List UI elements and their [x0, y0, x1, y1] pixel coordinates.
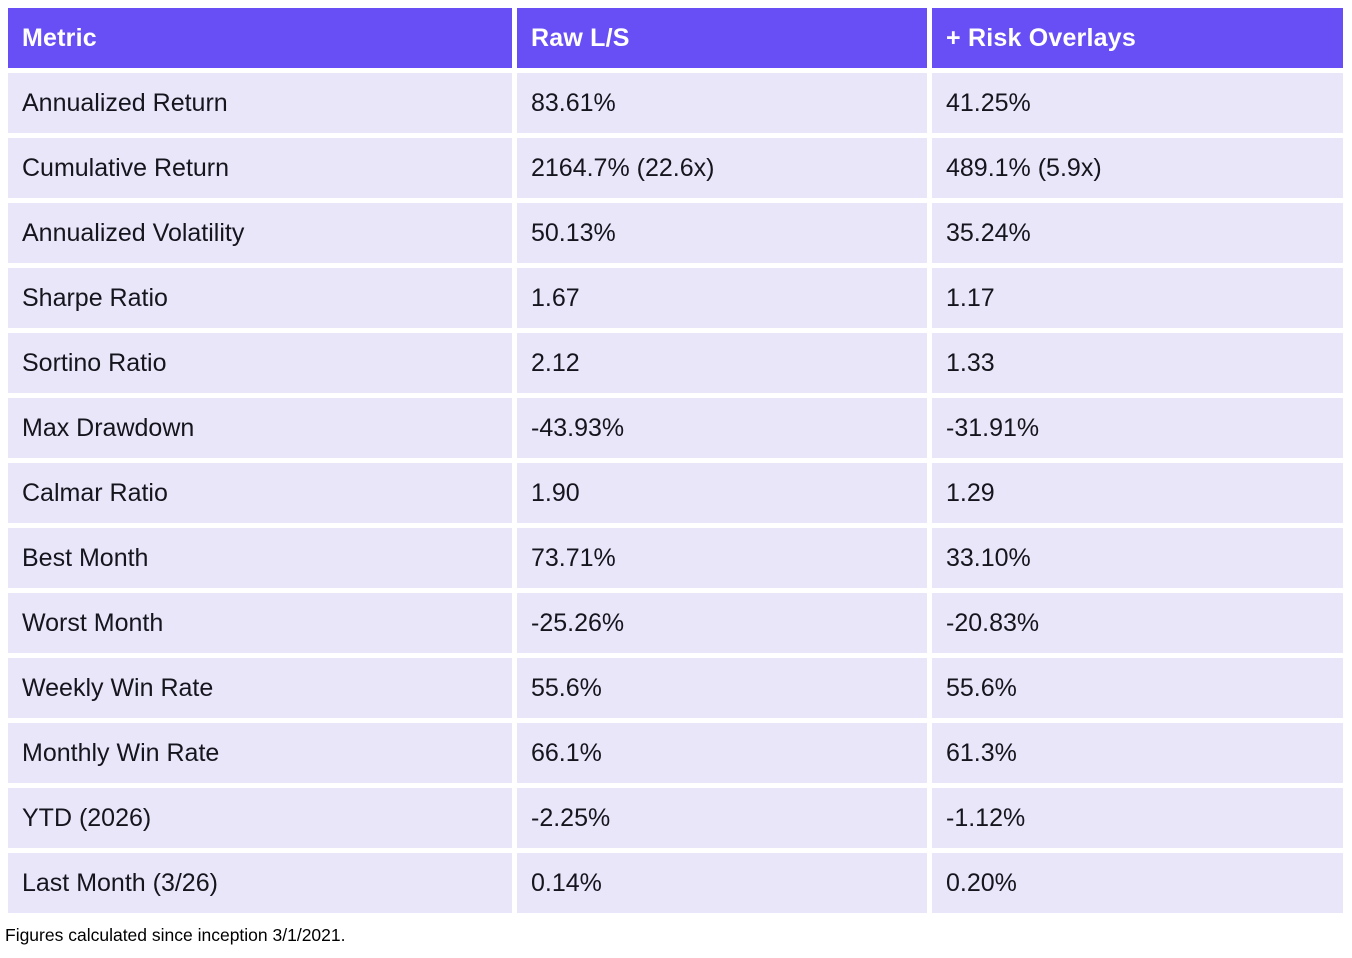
risk-overlays-cell: 35.24% [932, 203, 1343, 263]
footnote: Figures calculated since inception 3/1/2… [5, 925, 346, 945]
metric-cell: Worst Month [8, 593, 512, 653]
raw-ls-cell: 0.14% [517, 853, 927, 913]
raw-ls-cell: 2.12 [517, 333, 927, 393]
risk-overlays-cell: 41.25% [932, 73, 1343, 133]
col-header-metric: Metric [8, 8, 512, 68]
raw-ls-cell: 73.71% [517, 528, 927, 588]
raw-ls-cell: -2.25% [517, 788, 927, 848]
risk-overlays-cell: 55.6% [932, 658, 1343, 718]
risk-overlays-cell: 1.29 [932, 463, 1343, 523]
raw-ls-cell: -25.26% [517, 593, 927, 653]
table-row: Annualized Return 83.61% 41.25% [8, 73, 1343, 133]
risk-overlays-cell: 1.33 [932, 333, 1343, 393]
metric-cell: Weekly Win Rate [8, 658, 512, 718]
raw-ls-cell: 50.13% [517, 203, 927, 263]
table-row: Calmar Ratio 1.90 1.29 [8, 463, 1343, 523]
metric-cell: Sortino Ratio [8, 333, 512, 393]
table-row: YTD (2026) -2.25% -1.12% [8, 788, 1343, 848]
risk-overlays-cell: 489.1% (5.9x) [932, 138, 1343, 198]
metric-cell: Monthly Win Rate [8, 723, 512, 783]
raw-ls-cell: 55.6% [517, 658, 927, 718]
table-row: Sortino Ratio 2.12 1.33 [8, 333, 1343, 393]
raw-ls-cell: 2164.7% (22.6x) [517, 138, 927, 198]
metric-cell: Calmar Ratio [8, 463, 512, 523]
metric-cell: Cumulative Return [8, 138, 512, 198]
metric-cell: Annualized Volatility [8, 203, 512, 263]
raw-ls-cell: 1.67 [517, 268, 927, 328]
table-row: Best Month 73.71% 33.10% [8, 528, 1343, 588]
col-header-risk-overlays: + Risk Overlays [932, 8, 1343, 68]
metric-cell: Max Drawdown [8, 398, 512, 458]
table-row: Worst Month -25.26% -20.83% [8, 593, 1343, 653]
table-row: Annualized Volatility 50.13% 35.24% [8, 203, 1343, 263]
metric-cell: Sharpe Ratio [8, 268, 512, 328]
risk-overlays-cell: 1.17 [932, 268, 1343, 328]
metric-cell: Annualized Return [8, 73, 512, 133]
performance-metrics-table: Metric Raw L/S + Risk Overlays Annualize… [3, 3, 1348, 918]
raw-ls-cell: 66.1% [517, 723, 927, 783]
table-row: Sharpe Ratio 1.67 1.17 [8, 268, 1343, 328]
risk-overlays-cell: -20.83% [932, 593, 1343, 653]
table-row: Weekly Win Rate 55.6% 55.6% [8, 658, 1343, 718]
metric-cell: YTD (2026) [8, 788, 512, 848]
table-body: Annualized Return 83.61% 41.25% Cumulative … [8, 73, 1343, 913]
table-row: Monthly Win Rate 66.1% 61.3% [8, 723, 1343, 783]
table-row: Last Month (3/26) 0.14% 0.20% [8, 853, 1343, 913]
risk-overlays-cell: -1.12% [932, 788, 1343, 848]
risk-overlays-cell: 61.3% [932, 723, 1343, 783]
risk-overlays-cell: 0.20% [932, 853, 1343, 913]
raw-ls-cell: -43.93% [517, 398, 927, 458]
col-header-raw-ls: Raw L/S [517, 8, 927, 68]
metric-cell: Best Month [8, 528, 512, 588]
metric-cell: Last Month (3/26) [8, 853, 512, 913]
header-row: Metric Raw L/S + Risk Overlays [8, 8, 1343, 68]
raw-ls-cell: 83.61% [517, 73, 927, 133]
risk-overlays-cell: -31.91% [932, 398, 1343, 458]
table-row: Max Drawdown -43.93% -31.91% [8, 398, 1343, 458]
raw-ls-cell: 1.90 [517, 463, 927, 523]
risk-overlays-cell: 33.10% [932, 528, 1343, 588]
table-row: Cumulative Return 2164.7% (22.6x) 489.1% (… [8, 138, 1343, 198]
